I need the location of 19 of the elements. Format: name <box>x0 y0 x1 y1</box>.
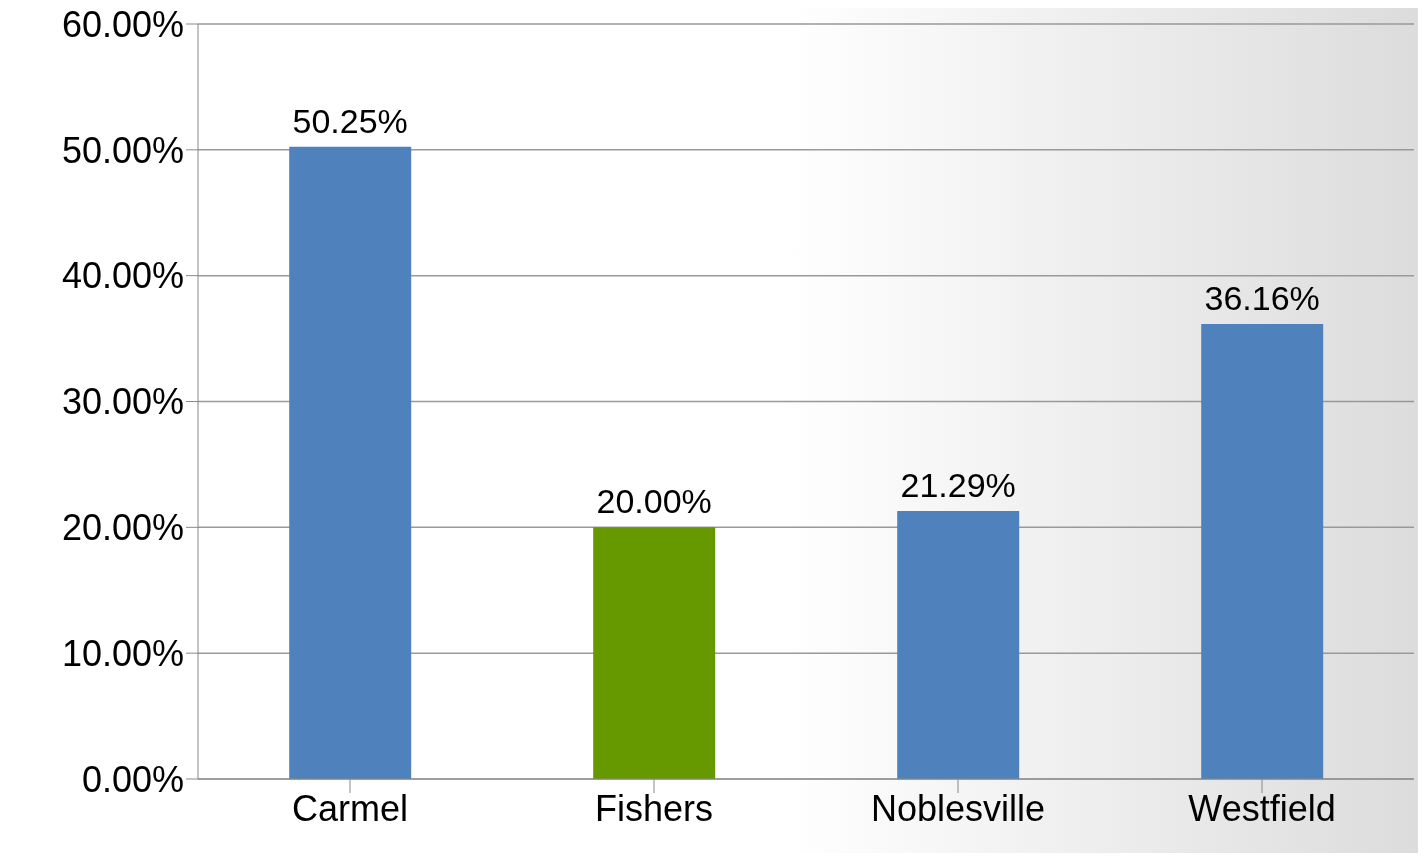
x-tick-label: Noblesville <box>870 787 1046 829</box>
data-label: 50.25% <box>292 101 408 140</box>
y-tick-label: 0.00% <box>81 758 184 800</box>
data-label: 36.16% <box>1204 278 1320 317</box>
x-tick-label: Westfield <box>1188 787 1336 829</box>
bar <box>593 527 716 779</box>
bar <box>897 511 1020 779</box>
y-tick-label: 50.00% <box>61 129 184 171</box>
y-tick-label: 40.00% <box>61 255 184 297</box>
bar <box>289 146 412 779</box>
bar <box>1201 323 1324 779</box>
x-tick-label: Carmel <box>291 787 409 829</box>
data-label: 21.29% <box>900 466 1016 505</box>
y-tick-label: 10.00% <box>61 632 184 674</box>
y-tick-label: 20.00% <box>61 507 184 549</box>
data-label: 20.00% <box>596 482 712 521</box>
y-tick-label: 60.00% <box>61 3 184 45</box>
y-tick-label: 30.00% <box>61 381 184 423</box>
x-tick-label: Fishers <box>594 787 714 829</box>
